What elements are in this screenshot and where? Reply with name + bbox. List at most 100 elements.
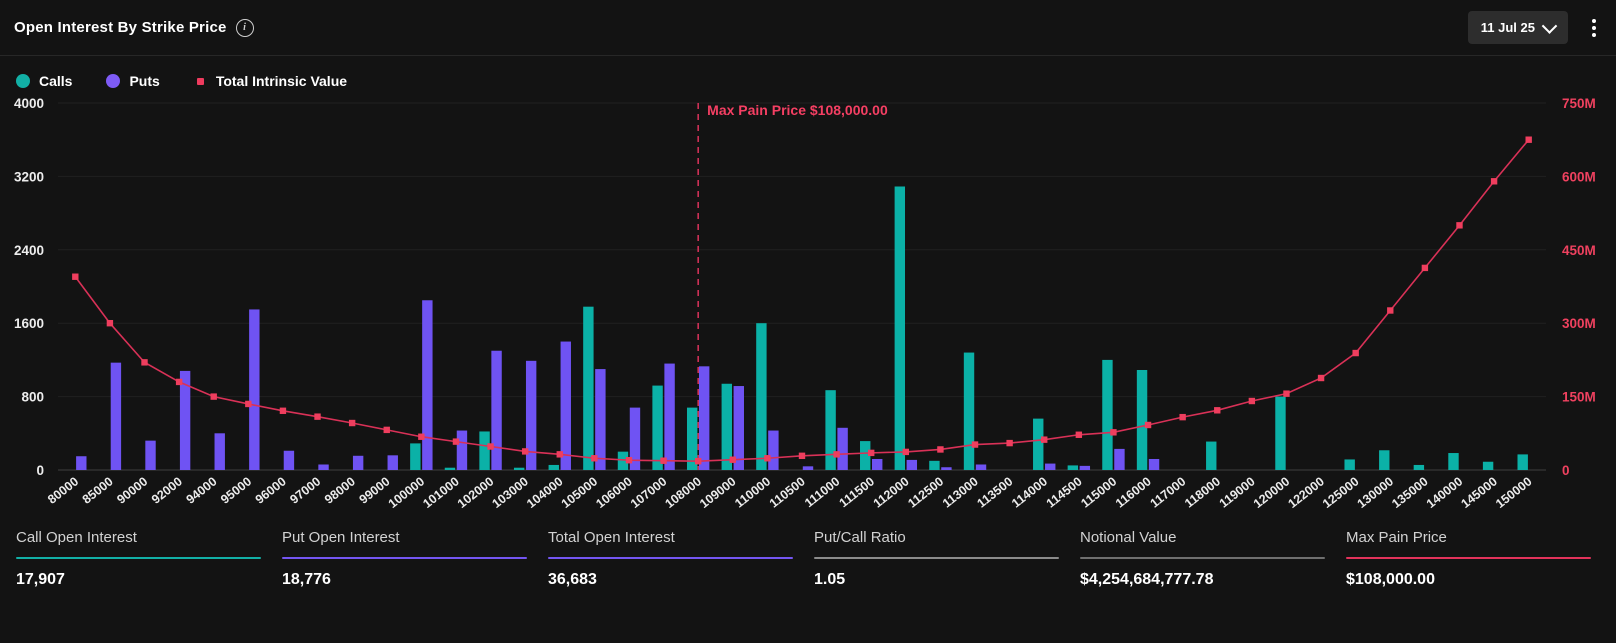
legend-item-puts[interactable]: Puts bbox=[106, 73, 160, 89]
line-point bbox=[348, 419, 356, 427]
put-bar bbox=[1114, 448, 1125, 470]
stat-label: Put/Call Ratio bbox=[814, 529, 906, 546]
chart-canvas[interactable]: 0 0 800 150M 1600 300M 2400 450M 3200 600M 4000 750… bbox=[0, 91, 1616, 523]
line-point bbox=[1006, 439, 1013, 447]
open-interest-chart[interactable]: 0 0 800 150M 1600 300M 2400 450M 3200 600M 4000 750… bbox=[0, 91, 1616, 523]
put-bar bbox=[664, 363, 675, 470]
date-dropdown-value: 11 Jul 25 bbox=[1480, 20, 1535, 35]
put-bar bbox=[318, 464, 329, 470]
call-bar bbox=[929, 460, 940, 470]
line-point bbox=[833, 451, 840, 458]
x-axis-label: 112000 bbox=[871, 474, 912, 510]
x-axis-label: 97000 bbox=[287, 474, 323, 506]
stat-underline bbox=[814, 557, 1059, 559]
line-point bbox=[1352, 349, 1359, 357]
x-axis-label: 104000 bbox=[524, 474, 566, 511]
put-bar bbox=[1079, 465, 1091, 470]
call-bar bbox=[1448, 453, 1459, 470]
x-axis-label: 92000 bbox=[149, 474, 185, 506]
date-dropdown[interactable]: 11 Jul 25 bbox=[1467, 11, 1568, 44]
more-options-icon[interactable] bbox=[1586, 15, 1602, 41]
call-bar bbox=[963, 352, 975, 470]
stat-underline bbox=[548, 557, 793, 559]
line-point bbox=[591, 455, 598, 462]
call-bar bbox=[894, 186, 906, 470]
line-point bbox=[1525, 136, 1532, 143]
call-bar bbox=[1344, 459, 1355, 470]
x-axis-label: 150000 bbox=[1493, 474, 1535, 511]
line-point bbox=[660, 457, 667, 464]
x-axis-label: 113500 bbox=[975, 474, 1016, 510]
y-axis-right-label: 0 bbox=[1562, 463, 1570, 478]
call-bar bbox=[756, 323, 767, 470]
put-bar bbox=[283, 450, 295, 470]
stat-max-pain-price: Max Pain Price $108,000.00 bbox=[1346, 529, 1591, 589]
line-point bbox=[175, 378, 183, 386]
stat-underline bbox=[16, 557, 261, 559]
line-point bbox=[937, 446, 944, 453]
stat-label: Total Open Interest bbox=[548, 529, 675, 546]
x-axis-label: 122000 bbox=[1285, 474, 1327, 511]
stat-label: Call Open Interest bbox=[16, 529, 137, 546]
call-bar bbox=[1102, 359, 1113, 470]
x-axis-label: 80000 bbox=[45, 474, 81, 506]
call-bar bbox=[860, 441, 871, 470]
y-axis-left-label: 2400 bbox=[14, 243, 44, 258]
x-axis-label: 111000 bbox=[802, 474, 842, 510]
put-bar bbox=[456, 430, 468, 470]
call-bar bbox=[1136, 369, 1148, 470]
stat-notional-value: Notional Value $4,254,684,777.78 bbox=[1080, 529, 1325, 589]
x-axis-label: 85000 bbox=[80, 474, 116, 506]
call-bar bbox=[1275, 396, 1286, 470]
line-point bbox=[764, 455, 771, 462]
put-bar bbox=[214, 433, 225, 470]
put-bar bbox=[422, 300, 433, 470]
x-axis-label: 115000 bbox=[1078, 474, 1119, 510]
call-bar bbox=[686, 407, 698, 470]
call-bar bbox=[721, 383, 732, 470]
line-point bbox=[210, 393, 217, 400]
put-bar bbox=[733, 386, 744, 470]
line-point bbox=[487, 443, 494, 450]
call-bar bbox=[548, 464, 559, 470]
put-bar bbox=[145, 440, 156, 470]
x-axis-label: 110500 bbox=[767, 474, 808, 510]
line-point bbox=[1283, 390, 1290, 397]
x-axis-label: 90000 bbox=[114, 474, 150, 506]
line-point bbox=[141, 359, 148, 366]
y-axis-left-label: 0 bbox=[36, 463, 44, 478]
chart-header: Open Interest By Strike Price i 11 Jul 2… bbox=[0, 0, 1616, 56]
line-point bbox=[625, 457, 633, 464]
call-bar bbox=[1413, 464, 1425, 470]
y-axis-right-label: 750M bbox=[1562, 96, 1596, 111]
stat-value: 36,683 bbox=[548, 571, 597, 588]
intrinsic-swatch-icon bbox=[196, 77, 204, 85]
put-bar bbox=[249, 309, 260, 470]
put-bar bbox=[491, 350, 502, 470]
line-point bbox=[1456, 222, 1463, 229]
put-bar bbox=[975, 464, 987, 470]
x-axis-label: 140000 bbox=[1424, 474, 1466, 511]
put-bar bbox=[1148, 458, 1160, 470]
call-bar bbox=[1517, 454, 1528, 470]
put-bar bbox=[595, 369, 606, 470]
call-bar bbox=[1206, 441, 1217, 470]
intrinsic-value-line bbox=[74, 139, 1530, 462]
info-icon[interactable]: i bbox=[235, 18, 254, 37]
call-bar bbox=[583, 306, 594, 470]
x-axis-label: 107000 bbox=[628, 474, 670, 511]
line-point bbox=[383, 426, 390, 434]
x-axis-label: 111500 bbox=[837, 474, 877, 510]
x-axis-label: 96000 bbox=[253, 474, 289, 506]
legend-item-intrinsic-value[interactable]: Total Intrinsic Value bbox=[194, 73, 347, 89]
line-point bbox=[868, 449, 875, 457]
call-bar bbox=[617, 451, 629, 470]
put-bar bbox=[906, 459, 918, 470]
stat-put-open-interest: Put Open Interest 18,776 bbox=[282, 529, 527, 589]
call-bar bbox=[479, 431, 490, 470]
max-pain-label: Max Pain Price $108,000.00 bbox=[707, 102, 888, 118]
legend-label: Puts bbox=[129, 73, 160, 89]
legend-item-calls[interactable]: Calls bbox=[16, 73, 72, 89]
x-axis-label: 94000 bbox=[184, 474, 220, 506]
page-title: Open Interest By Strike Price bbox=[14, 19, 227, 36]
